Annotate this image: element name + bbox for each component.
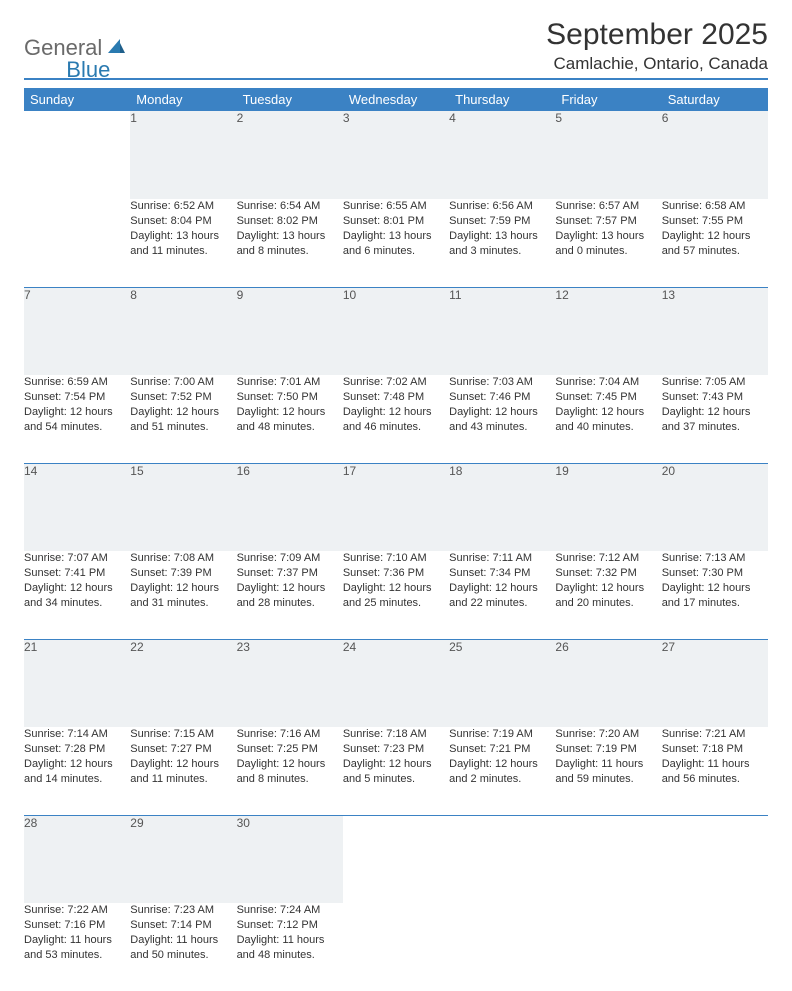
day-body-cell: Sunrise: 7:03 AMSunset: 7:46 PMDaylight:… (449, 375, 555, 463)
weekday-header: Monday (130, 88, 236, 111)
day-number-cell: 7 (24, 287, 130, 375)
day-body-cell: Sunrise: 7:02 AMSunset: 7:48 PMDaylight:… (343, 375, 449, 463)
day-number-cell: 5 (555, 111, 661, 199)
day-body-cell: Sunrise: 7:14 AMSunset: 7:28 PMDaylight:… (24, 727, 130, 815)
day-body-cell: Sunrise: 7:15 AMSunset: 7:27 PMDaylight:… (130, 727, 236, 815)
day-body-cell: Sunrise: 7:12 AMSunset: 7:32 PMDaylight:… (555, 551, 661, 639)
day-number-cell: 8 (130, 287, 236, 375)
month-title: September 2025 (546, 18, 768, 52)
day-number-cell: 14 (24, 463, 130, 551)
day-body-cell (449, 903, 555, 991)
day-number-cell: 15 (130, 463, 236, 551)
day-number-cell: 30 (237, 815, 343, 903)
day-number-cell: 26 (555, 639, 661, 727)
day-body-cell: Sunrise: 7:23 AMSunset: 7:14 PMDaylight:… (130, 903, 236, 991)
day-body-row: Sunrise: 7:14 AMSunset: 7:28 PMDaylight:… (24, 727, 768, 815)
weekday-header: Wednesday (343, 88, 449, 111)
day-number-cell: 28 (24, 815, 130, 903)
day-number-cell: 3 (343, 111, 449, 199)
day-number-row: 14151617181920 (24, 463, 768, 551)
weekday-header-row: Sunday Monday Tuesday Wednesday Thursday… (24, 88, 768, 111)
day-body-cell: Sunrise: 7:04 AMSunset: 7:45 PMDaylight:… (555, 375, 661, 463)
day-body-row: Sunrise: 7:07 AMSunset: 7:41 PMDaylight:… (24, 551, 768, 639)
day-number-cell: 11 (449, 287, 555, 375)
day-body-cell: Sunrise: 7:24 AMSunset: 7:12 PMDaylight:… (237, 903, 343, 991)
day-body-cell: Sunrise: 6:58 AMSunset: 7:55 PMDaylight:… (662, 199, 768, 287)
day-body-cell: Sunrise: 6:56 AMSunset: 7:59 PMDaylight:… (449, 199, 555, 287)
day-number-cell: 16 (237, 463, 343, 551)
title-underline (24, 78, 768, 80)
logo-text-blue: Blue (66, 57, 110, 83)
day-number-row: 78910111213 (24, 287, 768, 375)
day-number-cell: 18 (449, 463, 555, 551)
day-number-cell: 12 (555, 287, 661, 375)
day-number-cell: 24 (343, 639, 449, 727)
day-number-cell: 23 (237, 639, 343, 727)
day-body-cell: Sunrise: 7:18 AMSunset: 7:23 PMDaylight:… (343, 727, 449, 815)
day-number-cell: 20 (662, 463, 768, 551)
day-number-cell: 6 (662, 111, 768, 199)
day-number-cell (449, 815, 555, 903)
day-body-row: Sunrise: 7:22 AMSunset: 7:16 PMDaylight:… (24, 903, 768, 991)
day-body-cell: Sunrise: 7:10 AMSunset: 7:36 PMDaylight:… (343, 551, 449, 639)
day-body-cell (555, 903, 661, 991)
day-number-cell: 4 (449, 111, 555, 199)
day-body-cell: Sunrise: 7:16 AMSunset: 7:25 PMDaylight:… (237, 727, 343, 815)
weekday-header: Sunday (24, 88, 130, 111)
day-body-cell: Sunrise: 7:00 AMSunset: 7:52 PMDaylight:… (130, 375, 236, 463)
day-body-cell: Sunrise: 6:59 AMSunset: 7:54 PMDaylight:… (24, 375, 130, 463)
day-number-row: 123456 (24, 111, 768, 199)
day-number-cell: 1 (130, 111, 236, 199)
day-number-cell: 9 (237, 287, 343, 375)
weekday-header: Thursday (449, 88, 555, 111)
weekday-header: Saturday (662, 88, 768, 111)
day-body-cell: Sunrise: 7:19 AMSunset: 7:21 PMDaylight:… (449, 727, 555, 815)
day-number-cell: 19 (555, 463, 661, 551)
calendar-table: Sunday Monday Tuesday Wednesday Thursday… (24, 88, 768, 991)
weekday-header: Tuesday (237, 88, 343, 111)
day-number-cell: 27 (662, 639, 768, 727)
day-body-row: Sunrise: 6:59 AMSunset: 7:54 PMDaylight:… (24, 375, 768, 463)
day-body-cell (343, 903, 449, 991)
day-body-cell: Sunrise: 7:01 AMSunset: 7:50 PMDaylight:… (237, 375, 343, 463)
day-number-row: 21222324252627 (24, 639, 768, 727)
day-body-cell: Sunrise: 6:52 AMSunset: 8:04 PMDaylight:… (130, 199, 236, 287)
day-body-cell: Sunrise: 7:05 AMSunset: 7:43 PMDaylight:… (662, 375, 768, 463)
day-number-cell (343, 815, 449, 903)
day-number-cell: 2 (237, 111, 343, 199)
day-body-cell: Sunrise: 6:54 AMSunset: 8:02 PMDaylight:… (237, 199, 343, 287)
calendar-body: 123456Sunrise: 6:52 AMSunset: 8:04 PMDay… (24, 111, 768, 991)
day-body-cell: Sunrise: 6:55 AMSunset: 8:01 PMDaylight:… (343, 199, 449, 287)
logo: General Blue (24, 18, 110, 72)
header: General Blue September 2025 Camlachie, O… (24, 18, 768, 74)
title-block: September 2025 Camlachie, Ontario, Canad… (546, 18, 768, 74)
weekday-header: Friday (555, 88, 661, 111)
day-body-cell: Sunrise: 7:13 AMSunset: 7:30 PMDaylight:… (662, 551, 768, 639)
day-body-cell: Sunrise: 7:07 AMSunset: 7:41 PMDaylight:… (24, 551, 130, 639)
day-number-row: 282930 (24, 815, 768, 903)
day-number-cell (555, 815, 661, 903)
day-number-cell: 17 (343, 463, 449, 551)
day-number-cell: 21 (24, 639, 130, 727)
day-body-cell: Sunrise: 7:09 AMSunset: 7:37 PMDaylight:… (237, 551, 343, 639)
day-body-cell: Sunrise: 7:21 AMSunset: 7:18 PMDaylight:… (662, 727, 768, 815)
day-number-cell: 22 (130, 639, 236, 727)
day-body-cell: Sunrise: 7:20 AMSunset: 7:19 PMDaylight:… (555, 727, 661, 815)
day-body-row: Sunrise: 6:52 AMSunset: 8:04 PMDaylight:… (24, 199, 768, 287)
day-body-cell (24, 199, 130, 287)
day-number-cell (24, 111, 130, 199)
day-body-cell: Sunrise: 7:22 AMSunset: 7:16 PMDaylight:… (24, 903, 130, 991)
day-number-cell: 25 (449, 639, 555, 727)
location-label: Camlachie, Ontario, Canada (546, 54, 768, 74)
day-number-cell: 29 (130, 815, 236, 903)
day-body-cell: Sunrise: 7:11 AMSunset: 7:34 PMDaylight:… (449, 551, 555, 639)
day-body-cell (662, 903, 768, 991)
day-number-cell (662, 815, 768, 903)
day-number-cell: 10 (343, 287, 449, 375)
day-body-cell: Sunrise: 6:57 AMSunset: 7:57 PMDaylight:… (555, 199, 661, 287)
day-body-cell: Sunrise: 7:08 AMSunset: 7:39 PMDaylight:… (130, 551, 236, 639)
day-number-cell: 13 (662, 287, 768, 375)
